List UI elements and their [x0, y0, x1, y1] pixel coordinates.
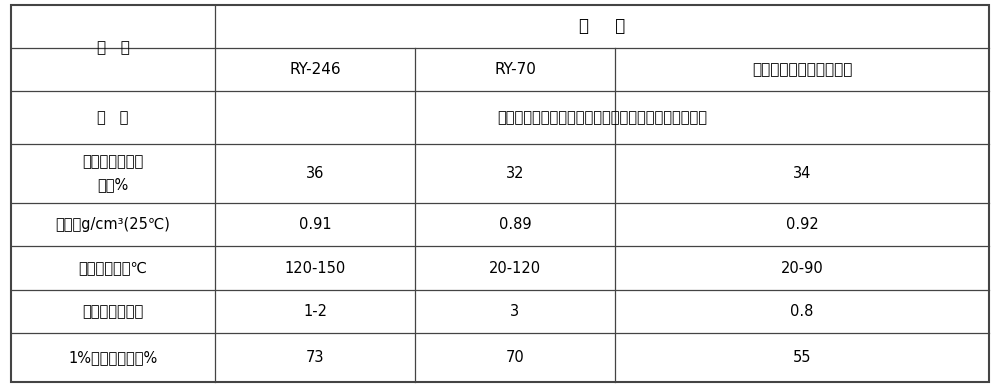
Text: 1-2: 1-2: [303, 304, 327, 319]
Text: 55: 55: [793, 350, 811, 365]
Text: 70: 70: [506, 350, 524, 365]
Text: 0.92: 0.92: [786, 217, 818, 232]
Text: 0.8: 0.8: [790, 304, 814, 319]
Text: 34: 34: [793, 166, 811, 181]
Text: 20-90: 20-90: [781, 260, 823, 276]
Text: 120-150: 120-150: [285, 260, 346, 276]
Text: 外   观: 外 观: [97, 110, 129, 125]
Text: 指     标: 指 标: [579, 17, 625, 35]
Text: 项   目: 项 目: [97, 41, 129, 55]
Text: 白色或棕黄色乳液，静置分层，搞拌可重新分散为乳液: 白色或棕黄色乳液，静置分层，搞拌可重新分散为乳液: [497, 110, 707, 125]
Text: 32: 32: [506, 166, 524, 181]
Text: 36: 36: [306, 166, 324, 181]
Text: 1%浓度减阻率，%: 1%浓度减阻率，%: [68, 350, 158, 365]
Text: 量，%: 量，%: [97, 177, 129, 192]
Text: 密度，g/cm³(25℃): 密度，g/cm³(25℃): [56, 217, 170, 232]
Text: 可分离固形物含: 可分离固形物含: [82, 154, 144, 170]
Text: RY-246: RY-246: [289, 62, 341, 77]
Text: 适应油藏温度℃: 适应油藏温度℃: [79, 260, 147, 276]
Text: 普通丙烯酰胺均聚微乳液: 普通丙烯酰胺均聚微乳液: [752, 62, 852, 77]
Text: RY-70: RY-70: [494, 62, 536, 77]
Text: 20-120: 20-120: [489, 260, 541, 276]
Text: 适应矿化度，万: 适应矿化度，万: [82, 304, 144, 319]
Text: 3: 3: [510, 304, 520, 319]
Text: 0.91: 0.91: [299, 217, 332, 232]
Text: 0.89: 0.89: [499, 217, 531, 232]
Text: 73: 73: [306, 350, 325, 365]
